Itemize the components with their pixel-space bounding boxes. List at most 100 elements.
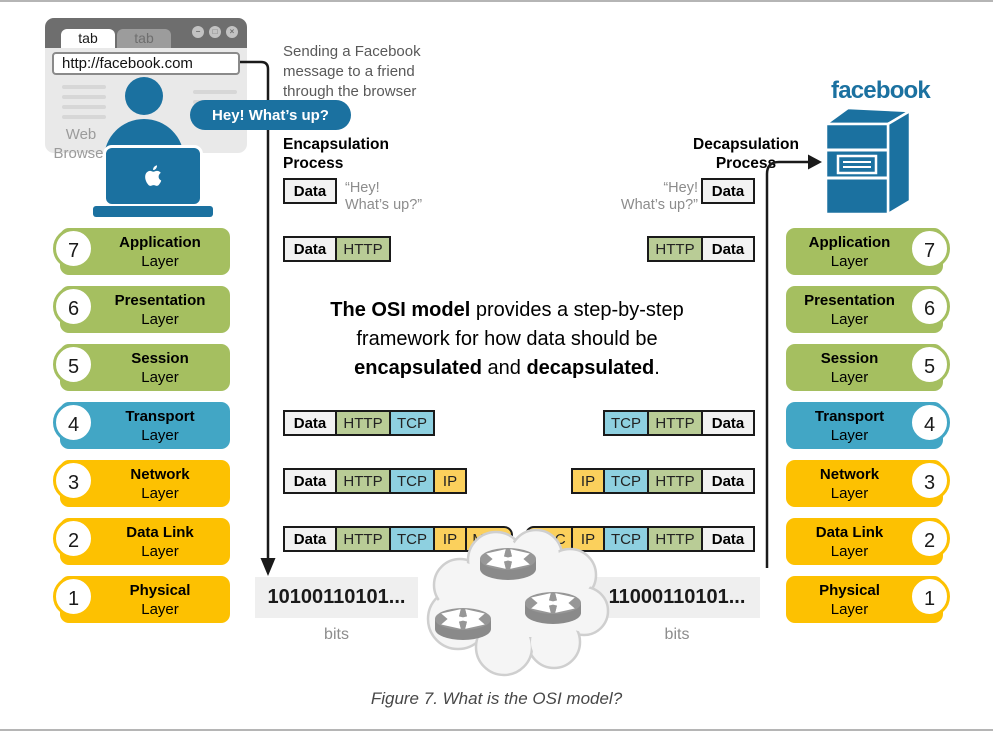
- encapsulation-quote: “Hey! What’s up?”: [345, 180, 422, 215]
- layer-label: Presentation Layer: [114, 292, 206, 328]
- packet-cell-http: HTTP: [647, 468, 703, 494]
- bits-value-received: 11000110101...: [594, 577, 760, 618]
- packet-row-ip: Data HTTP TCP IP: [283, 468, 467, 494]
- layer-application: 7 Application Layer: [53, 228, 230, 275]
- placeholder-text-line: [193, 90, 237, 94]
- osi-description-text: .: [654, 357, 660, 379]
- layer-label: Application Layer: [808, 234, 891, 270]
- packet-cell-data: Data: [283, 468, 337, 494]
- packet-cell-tcp: TCP: [389, 526, 435, 552]
- osi-description: The OSI model provides a step-by-step fr…: [317, 296, 697, 383]
- laptop-icon: [103, 145, 203, 207]
- maximize-icon: □: [209, 26, 221, 38]
- layer-label: Data Link Layer: [126, 524, 194, 560]
- layer-number-badge: 7: [53, 228, 94, 269]
- packet-cell-http: HTTP: [335, 468, 391, 494]
- packet-row-application: Data: [283, 178, 337, 204]
- packet-cell-tcp: TCP: [389, 468, 435, 494]
- packet-cell-data: Data: [283, 178, 337, 204]
- layer-label: Physical Layer: [129, 582, 191, 618]
- layer-physical: 1 Physical Layer: [786, 576, 950, 623]
- packet-row-ip: IP TCP HTTP Data: [571, 468, 755, 494]
- layer-number-badge: 7: [909, 228, 950, 269]
- browser-tab-inactive: tab: [117, 29, 171, 48]
- layer-label: Transport Layer: [814, 408, 885, 444]
- facebook-logo: facebook: [831, 77, 931, 104]
- close-icon: ×: [226, 26, 238, 38]
- packet-cell-http: HTTP: [647, 410, 703, 436]
- placeholder-text-line: [62, 105, 106, 109]
- packet-cell-ip: IP: [433, 468, 467, 494]
- packet-row-http: Data HTTP: [283, 236, 391, 262]
- packet-cell-ip: IP: [571, 526, 605, 552]
- osi-layer-stack-sender: 7 Application Layer 6 Presentation Layer 5 Sess…: [53, 228, 230, 634]
- encapsulation-title: Encapsulation Process: [283, 136, 389, 172]
- layer-data-link: 2 Data Link Layer: [53, 518, 230, 565]
- packet-row-tcp: TCP HTTP Data: [603, 410, 755, 436]
- user-avatar-head: [125, 77, 163, 115]
- bottom-divider: [0, 729, 993, 731]
- packet-cell-http: HTTP: [335, 410, 391, 436]
- layer-network: 3 Network Layer: [53, 460, 230, 507]
- packet-cell-data: Data: [701, 526, 755, 552]
- layer-number-badge: 3: [53, 460, 94, 501]
- browser-tab-active: tab: [61, 29, 115, 48]
- layer-session: 5 Session Layer: [786, 344, 950, 391]
- packet-cell-ip: IP: [433, 526, 467, 552]
- layer-presentation: 6 Presentation Layer: [53, 286, 230, 333]
- layer-number-badge: 1: [53, 576, 94, 617]
- layer-label: Network Layer: [819, 466, 880, 502]
- placeholder-text-line: [62, 115, 106, 119]
- layer-application: 7 Application Layer: [786, 228, 950, 275]
- packet-cell-data: Data: [701, 178, 755, 204]
- layer-label: Data Link Layer: [815, 524, 884, 560]
- decapsulation-up-arrow: [765, 154, 822, 568]
- packet-row-application: Data: [701, 178, 755, 204]
- layer-label: Network Layer: [130, 466, 190, 502]
- laptop-base: [93, 206, 213, 217]
- quote-line: “Hey!: [345, 180, 380, 196]
- layer-label: Application Layer: [119, 234, 201, 270]
- layer-number-badge: 6: [909, 286, 950, 327]
- layer-number-badge: 5: [909, 344, 950, 385]
- url-bar: http://facebook.com: [52, 52, 240, 75]
- packet-cell-data: Data: [283, 236, 337, 262]
- packet-cell-http: HTTP: [647, 526, 703, 552]
- packet-cell-http: HTTP: [335, 236, 391, 262]
- layer-transport: 4 Transport Layer: [786, 402, 950, 449]
- layer-label: Session Layer: [131, 350, 189, 386]
- apple-logo-icon: [145, 165, 162, 186]
- packet-cell-data: Data: [701, 410, 755, 436]
- layer-network: 3 Network Layer: [786, 460, 950, 507]
- osi-layer-stack-receiver: 7 Application Layer 6 Presentation Layer 5 Sess…: [786, 228, 950, 634]
- layer-transport: 4 Transport Layer: [53, 402, 230, 449]
- layer-label: Presentation Layer: [804, 292, 895, 328]
- packet-cell-data: Data: [701, 236, 755, 262]
- layer-number-badge: 4: [909, 402, 950, 443]
- layer-label: Transport Layer: [125, 408, 195, 444]
- layer-physical: 1 Physical Layer: [53, 576, 230, 623]
- figure-caption: Figure 7. What is the OSI model?: [370, 689, 623, 708]
- layer-number-badge: 1: [909, 576, 950, 617]
- speech-bubble: Hey! What’s up?: [190, 100, 351, 130]
- placeholder-text-line: [62, 85, 106, 89]
- minimize-icon: −: [192, 26, 204, 38]
- packet-cell-http: HTTP: [335, 526, 391, 552]
- packet-cell-data: Data: [283, 410, 337, 436]
- packet-row-http: HTTP Data: [647, 236, 755, 262]
- packet-cell-data: Data: [701, 468, 755, 494]
- layer-number-badge: 2: [53, 518, 94, 559]
- layer-number-badge: 6: [53, 286, 94, 327]
- layer-presentation: 6 Presentation Layer: [786, 286, 950, 333]
- layer-label: Session Layer: [820, 350, 879, 386]
- bits-value-sent: 10100110101...: [255, 577, 418, 618]
- decapsulation-title: Decapsulation Process: [693, 136, 799, 172]
- facebook-server-icon: [824, 106, 912, 216]
- bits-label: bits: [664, 626, 690, 643]
- packet-cell-tcp: TCP: [603, 410, 649, 436]
- layer-number-badge: 3: [909, 460, 950, 501]
- osi-description-bold: The OSI model: [330, 299, 471, 321]
- quote-line: “Hey!: [663, 180, 698, 196]
- osi-description-bold: encapsulated: [354, 357, 482, 379]
